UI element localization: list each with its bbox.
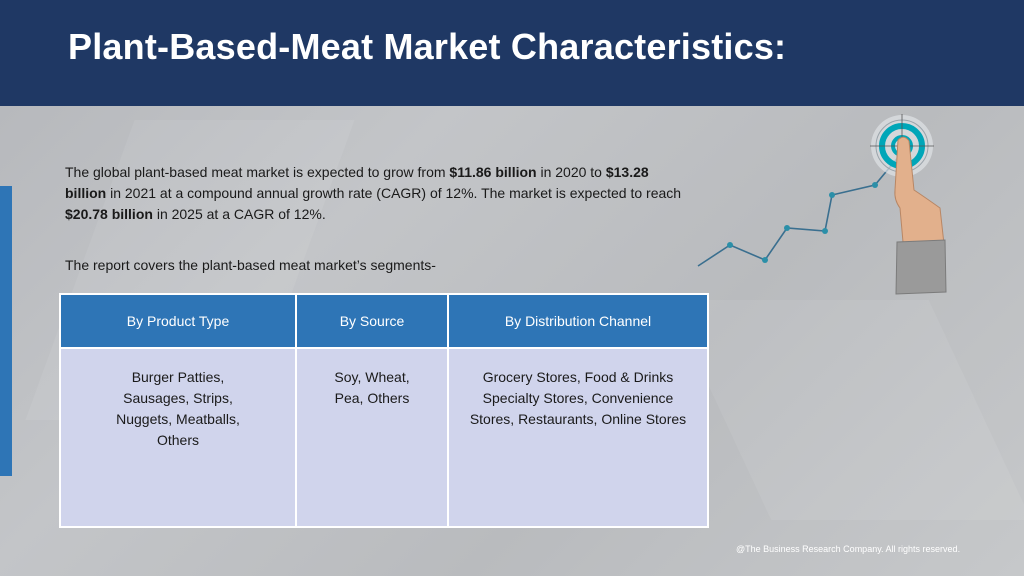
cell-text: Grocery Stores, Food & Drinks Specialty … [469,369,687,427]
segments-table: By Product Type By Source By Distributio… [59,293,709,528]
table-header-row: By Product Type By Source By Distributio… [59,293,709,349]
page-title: Plant-Based-Meat Market Characteristics: [68,26,787,67]
intro-text: in 2021 at a compound annual growth rate… [106,185,682,201]
table-row: Burger Patties, Sausages, Strips, Nugget… [59,347,709,528]
growth-chart-target-hand-icon [697,114,947,295]
intro-text: in 2025 at a CAGR of 12%. [152,206,326,222]
cell-product-types: Burger Patties, Sausages, Strips, Nugget… [59,347,297,528]
side-accent-bar [0,186,12,476]
value-2021: $13.28 billion [65,164,649,201]
header-bar: Plant-Based-Meat Market Characteristics: [0,0,1024,106]
header-source: By Source [295,293,449,349]
header-product-type: By Product Type [59,293,297,349]
background-shape [668,300,1024,520]
cell-text: Burger Patties, Sausages, Strips, Nugget… [116,369,240,448]
cell-sources: Soy, Wheat, Pea, Others [295,347,449,528]
value-2020: $11.86 billion [449,164,537,180]
header-distribution-channel: By Distribution Channel [447,293,709,349]
cell-text: Soy, Wheat, Pea, Others [334,369,410,406]
cell-distribution-channels: Grocery Stores, Food & Drinks Specialty … [447,347,709,528]
footer-copyright: @The Business Research Company. All righ… [736,544,961,554]
intro-text: The global plant-based meat market is ex… [65,164,450,180]
segments-intro: The report covers the plant-based meat m… [65,257,436,273]
value-2025: $20.78 billion [65,206,153,222]
intro-text: in 2020 to [536,164,606,180]
intro-paragraph: The global plant-based meat market is ex… [65,162,685,225]
